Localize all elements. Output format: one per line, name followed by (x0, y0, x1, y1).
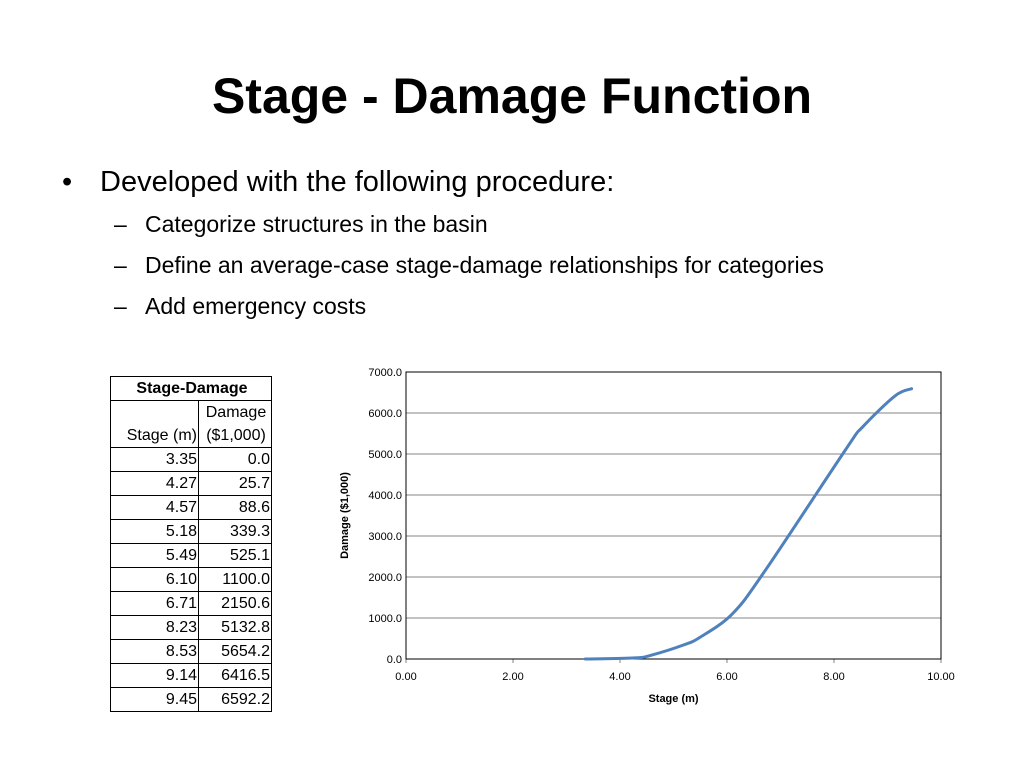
damage-cell: 25.7 (198, 471, 272, 496)
stage-cell: 6.71 (110, 591, 199, 616)
table-row: 9.45 6592.2 (110, 687, 272, 712)
y-axis-title: Damage ($1,000) (339, 472, 351, 559)
x-tick-label: 2.00 (502, 671, 523, 683)
damage-cell: 5132.8 (198, 615, 272, 640)
damage-cell: 6416.5 (198, 663, 272, 688)
table-title: Stage-Damage (110, 376, 272, 401)
sub-bullet-item: – Add emergency costs (62, 286, 1002, 327)
x-tick-label: 4.00 (609, 671, 630, 683)
damage-header-line1: Damage (205, 404, 267, 421)
y-tick-label: 5000.0 (368, 449, 402, 461)
stage-cell: 8.53 (110, 639, 199, 664)
sub-bullet-text: Define an average-case stage-damage rela… (145, 252, 824, 278)
damage-cell: 339.3 (198, 519, 272, 544)
damage-cell: 1100.0 (198, 567, 272, 592)
table-row: 5.18 339.3 (110, 519, 272, 544)
sub-bullet-text: Categorize structures in the basin (145, 211, 488, 237)
x-tick-label: 6.00 (716, 671, 737, 683)
table-row: 4.27 25.7 (110, 471, 272, 496)
table-row: 3.35 0.0 (110, 447, 272, 472)
y-tick-label: 4000.0 (368, 490, 402, 502)
stage-cell: 9.14 (110, 663, 199, 688)
x-axis-tick-labels: 0.00 2.00 4.00 6.00 8.00 10.00 (395, 671, 954, 683)
chart-gridlines (405, 371, 942, 663)
damage-cell: 6592.2 (198, 687, 272, 712)
y-tick-label: 7000.0 (368, 367, 402, 379)
slide-title: Stage - Damage Function (211, 68, 813, 124)
sub-bullet-text: Add emergency costs (145, 293, 367, 319)
damage-cell: 525.1 (198, 543, 272, 568)
damage-cell: 2150.6 (198, 591, 272, 616)
stage-cell: 4.57 (110, 495, 199, 520)
bullet-glyph: • (62, 166, 73, 198)
stage-cell: 8.23 (110, 615, 199, 640)
damage-column-header: Damage ($1,000) (198, 400, 272, 448)
stage-cell: 3.35 (110, 447, 199, 472)
y-tick-label: 1000.0 (368, 613, 402, 625)
stage-damage-chart: 0.0 1000.0 2000.0 3000.0 4000.0 5000.0 6000.0 7… (339, 367, 955, 705)
damage-cell: 88.6 (198, 495, 272, 520)
table-row: 6.10 1100.0 (110, 567, 272, 592)
dash-glyph: – (114, 211, 127, 237)
stage-cell: 5.18 (110, 519, 199, 544)
stage-cell: 9.45 (110, 687, 199, 712)
dash-glyph: – (114, 293, 127, 319)
stage-cell: 5.49 (110, 543, 199, 568)
x-tick-label: 10.00 (927, 671, 955, 683)
y-tick-label: 6000.0 (368, 408, 402, 420)
sub-bullet-item: – Categorize structures in the basin (62, 204, 1002, 245)
stage-damage-table: Stage-Damage Stage (m) Damage ($1,000) 3.… (110, 376, 272, 712)
bullet-list: • Developed with the following procedure… (62, 160, 1002, 327)
damage-header-line2: ($1,000) (206, 427, 266, 444)
damage-cell: 5654.2 (198, 639, 272, 664)
stage-column-header: Stage (m) (110, 400, 199, 448)
stage-cell: 4.27 (110, 471, 199, 496)
table-row: 8.23 5132.8 (110, 615, 272, 640)
damage-series-line (583, 387, 914, 661)
bullet-text: Developed with the following procedure: (100, 166, 615, 198)
y-tick-label: 0.0 (387, 654, 402, 666)
sub-bullet-item: – Define an average-case stage-damage re… (62, 245, 1002, 286)
table-row: 8.53 5654.2 (110, 639, 272, 664)
table-row: 6.71 2150.6 (110, 591, 272, 616)
y-tick-label: 2000.0 (368, 572, 402, 584)
y-axis-tick-labels: 0.0 1000.0 2000.0 3000.0 4000.0 5000.0 6000.0 7… (368, 367, 402, 666)
x-tick-label: 8.00 (823, 671, 844, 683)
damage-cell: 0.0 (198, 447, 272, 472)
table-row: 5.49 525.1 (110, 543, 272, 568)
x-axis-title: Stage (m) (648, 693, 698, 705)
table-row: 4.57 88.6 (110, 495, 272, 520)
y-tick-label: 3000.0 (368, 531, 402, 543)
dash-glyph: – (114, 252, 127, 278)
table-body: 3.35 0.0 4.27 25.7 4.57 88.6 5.18 339.3 5.49 525.… (110, 447, 272, 712)
x-tick-label: 0.00 (395, 671, 416, 683)
bullet-item: • Developed with the following procedure… (62, 160, 1002, 204)
plot-area-frame (405, 371, 942, 660)
stage-cell: 6.10 (110, 567, 199, 592)
table-row: 9.14 6416.5 (110, 663, 272, 688)
